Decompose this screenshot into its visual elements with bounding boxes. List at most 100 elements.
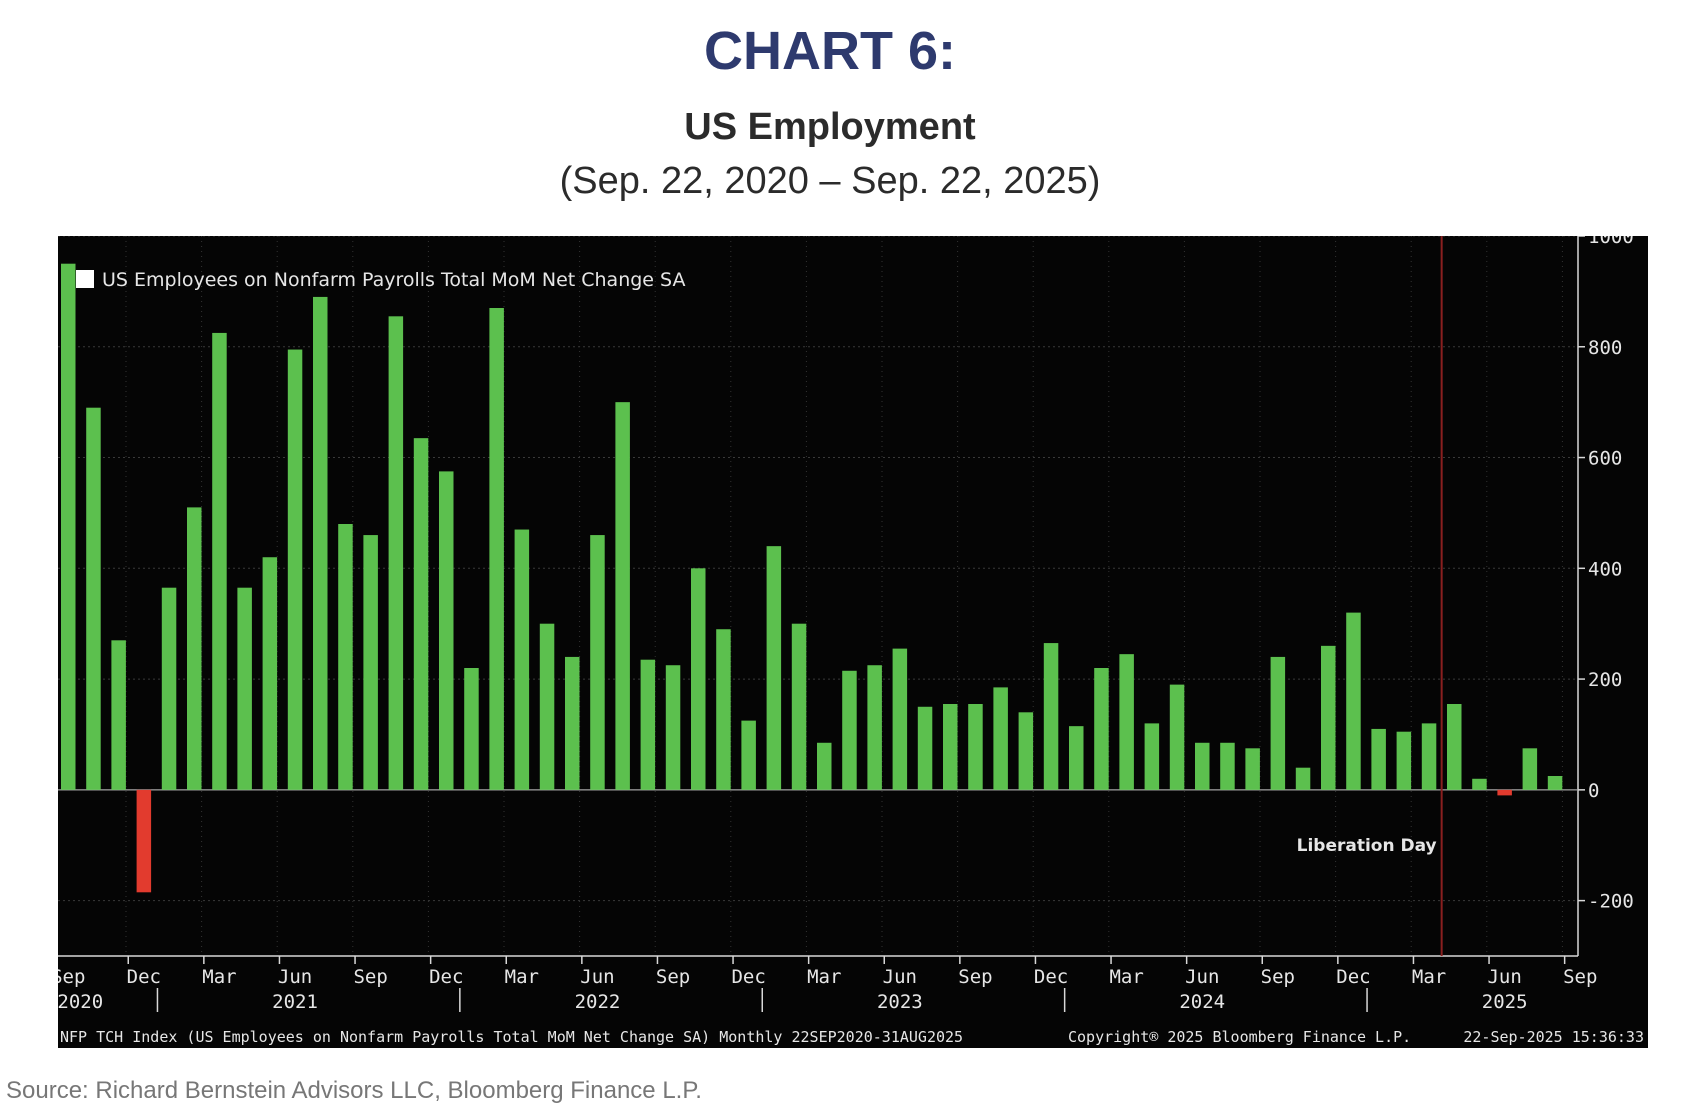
bar-2022-04 — [539, 623, 555, 790]
x-year-label: 2024 — [1179, 991, 1225, 1013]
x-month-label: Mar — [1109, 966, 1143, 988]
bar-2025-08 — [1547, 776, 1563, 790]
x-month-label: Jun — [883, 966, 917, 988]
bar-2025-04 — [1447, 704, 1462, 790]
bar-2024-03 — [1119, 654, 1134, 790]
liberation-day-label: Liberation Day — [1297, 836, 1437, 856]
bar-2022-03 — [514, 529, 530, 790]
y-tick-label: 800 — [1588, 337, 1622, 359]
footer-index-desc: NFP TCH Index (US Employees on Nonfarm P… — [60, 1028, 963, 1046]
x-month-label: Dec — [731, 966, 765, 988]
bar-2022-08 — [640, 659, 656, 790]
x-month-label: Mar — [1412, 966, 1446, 988]
legend-swatch — [76, 270, 94, 288]
y-tick-label: 400 — [1588, 558, 1622, 580]
footer-copyright: Copyright® 2025 Bloomberg Finance L.P. — [1068, 1028, 1411, 1046]
bar-2023-02 — [791, 623, 807, 790]
x-month-label: Dec — [429, 966, 463, 988]
bar-2020-11 — [111, 640, 126, 790]
bar-2024-01 — [1069, 726, 1084, 790]
bar-2023-11 — [1018, 712, 1034, 790]
bar-2023-07 — [917, 706, 933, 790]
bar-2022-09 — [665, 665, 681, 790]
bar-2024-05 — [1169, 684, 1185, 790]
y-tick-label: 600 — [1588, 448, 1622, 470]
x-month-label: Sep — [58, 966, 85, 988]
bar-chart: 1000 800 600 400 200 0 -200 Liberation Day US Em… — [58, 236, 1648, 1048]
x-month-label: Dec — [1336, 966, 1370, 988]
x-year-label: 2022 — [575, 991, 621, 1013]
x-month-label: Jun — [1487, 966, 1521, 988]
bar-2021-10 — [388, 316, 404, 790]
bar-2024-12 — [1346, 612, 1361, 790]
legend-label: US Employees on Nonfarm Payrolls Total M… — [102, 269, 685, 291]
bar-2023-10 — [993, 687, 1008, 790]
chart-subtitle: US Employment — [684, 106, 976, 148]
bar-2021-09 — [363, 535, 378, 790]
x-month-label: Sep — [958, 966, 992, 988]
bar-2022-11 — [716, 629, 731, 790]
bar-2025-05 — [1472, 778, 1487, 790]
x-month-label: Jun — [278, 966, 312, 988]
bar-2024-07 — [1220, 742, 1235, 790]
bar-2023-03 — [817, 742, 832, 790]
bar-2024-09 — [1270, 656, 1286, 790]
chart-title: CHART 6: — [704, 21, 956, 81]
bar-2023-08 — [943, 704, 958, 790]
bar-2023-09 — [968, 704, 983, 790]
bar-2023-12 — [1043, 643, 1059, 790]
y-tick-label: 200 — [1588, 669, 1622, 691]
bar-2021-08 — [338, 524, 353, 790]
bar-2022-07 — [615, 402, 630, 790]
footer-timestamp: 22-Sep-2025 15:36:33 — [1463, 1028, 1644, 1046]
bar-2022-10 — [691, 568, 706, 790]
x-month-label: Mar — [505, 966, 539, 988]
bar-2025-01 — [1371, 728, 1386, 790]
x-month-label: Sep — [656, 966, 690, 988]
bar-2022-02 — [489, 308, 504, 790]
bar-2024-10 — [1295, 767, 1311, 790]
bar-2021-01 — [161, 587, 177, 790]
bar-2022-01 — [464, 668, 479, 790]
x-year-label: 2021 — [272, 991, 318, 1013]
bar-2025-02 — [1396, 731, 1412, 790]
bar-2021-05 — [262, 557, 278, 790]
bar-2025-06 — [1497, 789, 1512, 796]
y-tick-label: 0 — [1588, 780, 1599, 802]
x-month-label: Mar — [807, 966, 841, 988]
x-month-label: Jun — [1185, 966, 1219, 988]
bar-2021-04 — [237, 587, 252, 790]
bar-2024-11 — [1321, 645, 1336, 790]
bar-2024-04 — [1144, 723, 1160, 790]
x-year-label: 2020 — [58, 991, 103, 1013]
source-note: Source: Richard Bernstein Advisors LLC, … — [6, 1077, 702, 1104]
bar-2022-12 — [741, 720, 756, 790]
x-month-label: Mar — [202, 966, 236, 988]
x-year-label: 2023 — [877, 991, 923, 1013]
bar-2025-03 — [1421, 723, 1437, 790]
bar-2023-01 — [766, 546, 782, 790]
bar-2024-02 — [1094, 668, 1109, 790]
bar-2025-07 — [1522, 748, 1538, 790]
x-month-label: Dec — [1034, 966, 1068, 988]
bar-2021-03 — [212, 332, 227, 790]
bar-2024-08 — [1245, 748, 1260, 790]
bar-2022-05 — [565, 656, 580, 790]
bar-2022-06 — [590, 535, 605, 790]
bar-2020-10 — [86, 407, 101, 790]
bar-2023-04 — [842, 670, 857, 790]
x-month-label: Jun — [580, 966, 614, 988]
bar-2024-06 — [1195, 742, 1210, 790]
x-month-label: Dec — [127, 966, 161, 988]
bar-2021-06 — [287, 349, 303, 790]
y-tick-label: 1000 — [1588, 236, 1634, 248]
y-tick-label: -200 — [1588, 891, 1634, 913]
x-month-label: Sep — [1563, 966, 1597, 988]
bar-2021-07 — [313, 296, 328, 790]
bar-2021-12 — [439, 471, 454, 790]
bar-2023-05 — [867, 665, 882, 790]
bar-2020-12 — [136, 789, 152, 893]
bar-2021-02 — [187, 507, 202, 790]
x-year-label: 2025 — [1482, 991, 1528, 1013]
x-month-label: Sep — [1261, 966, 1295, 988]
